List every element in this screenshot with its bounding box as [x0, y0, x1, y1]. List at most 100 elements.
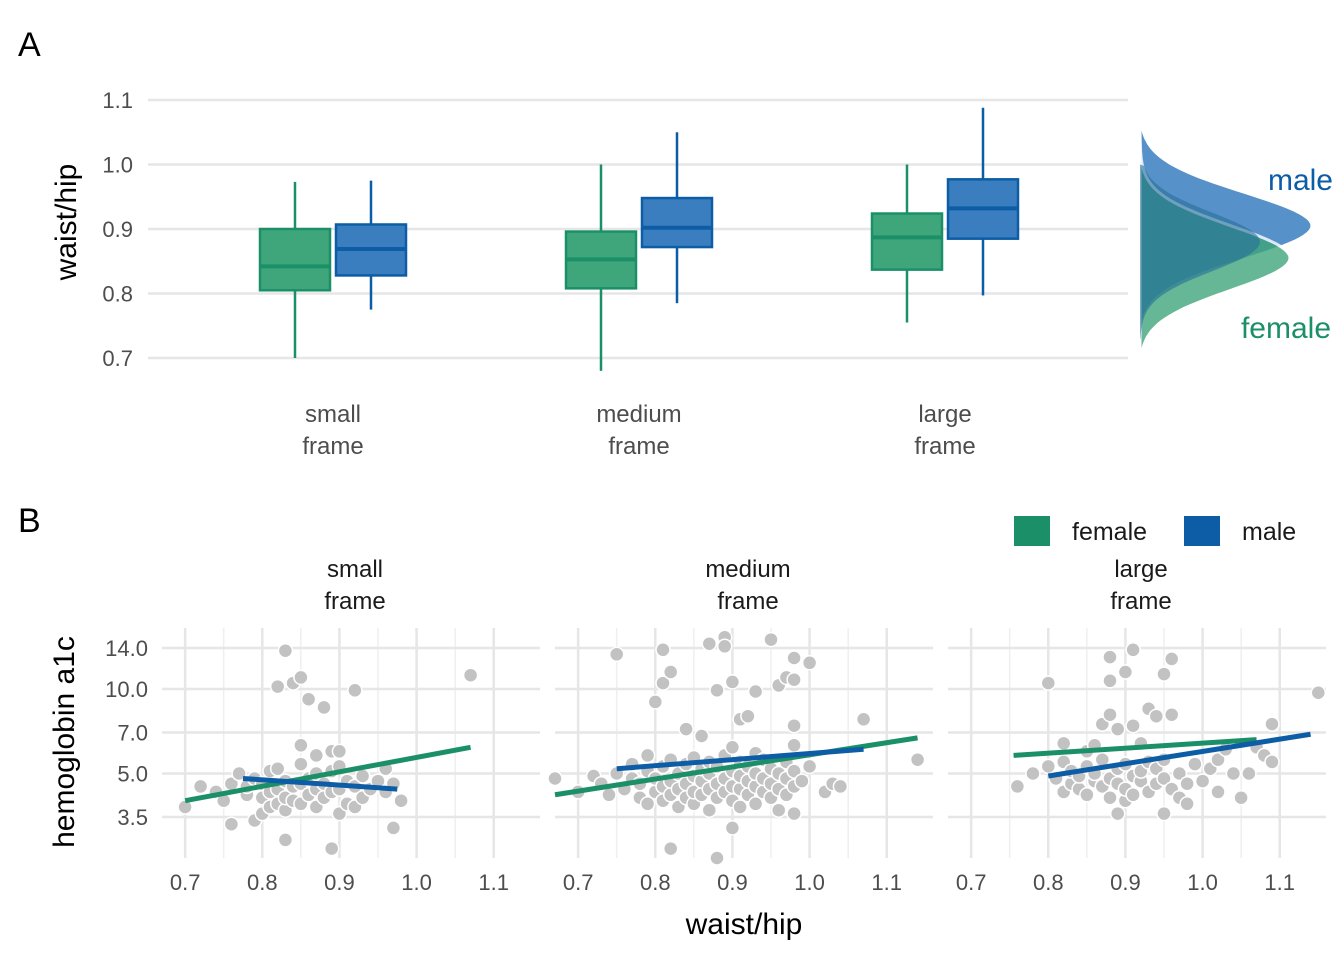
- data-point: [601, 787, 617, 803]
- data-point: [1156, 805, 1172, 822]
- x-tick-label-1.1: 1.1: [478, 870, 509, 895]
- data-point: [1210, 784, 1226, 800]
- data-point: [1109, 721, 1126, 737]
- fit-line-male: [1047, 731, 1311, 779]
- data-point: [855, 711, 872, 728]
- data-point: [1125, 717, 1141, 734]
- data-point: [786, 650, 802, 666]
- data-point: [655, 642, 671, 658]
- data-point: [1102, 706, 1118, 723]
- legend-label-male: male: [1242, 518, 1296, 546]
- data-point: [1156, 666, 1172, 682]
- data-point: [293, 756, 309, 772]
- data-point: [724, 674, 741, 690]
- y-tick-label-14.0: 14.0: [105, 636, 148, 661]
- data-point: [1264, 754, 1280, 770]
- data-point: [1187, 756, 1203, 772]
- y-tick-label-10.0: 10.0: [105, 677, 148, 702]
- data-point: [393, 792, 409, 809]
- facet-strip-label: small frame: [324, 556, 385, 615]
- y-tick-label-0.9: 0.9: [102, 217, 133, 242]
- data-point: [701, 802, 718, 818]
- panel-a: A 0.7 0.8 0.9 1.0 1.1 small frame medium frame l…: [18, 26, 1333, 460]
- data-point: [1040, 758, 1057, 775]
- data-point: [1125, 787, 1141, 803]
- box-female-0: [258, 181, 332, 358]
- density-overlap: [1140, 164, 1260, 339]
- data-point: [832, 778, 849, 795]
- data-point: [1194, 773, 1211, 789]
- data-point: [1163, 706, 1180, 723]
- data-point: [909, 751, 926, 768]
- panel-b-y-ticks: 3.5 5.0 7.0 10.0 14.0: [105, 636, 148, 830]
- data-point: [655, 675, 671, 691]
- data-point: [316, 699, 332, 716]
- x-tick-label-1: medium frame: [596, 401, 681, 460]
- data-point: [801, 655, 818, 671]
- data-point: [732, 799, 748, 815]
- data-point: [1148, 708, 1165, 724]
- data-point: [701, 635, 718, 652]
- y-tick-label-7.0: 7.0: [117, 721, 148, 746]
- x-tick-label-0.9: 0.9: [717, 870, 748, 895]
- data-point: [763, 631, 779, 648]
- fit-line-male: [242, 775, 398, 792]
- data-point: [1055, 735, 1072, 752]
- data-point: [639, 796, 656, 812]
- panel-b-label: B: [18, 502, 41, 540]
- data-point: [277, 642, 294, 659]
- data-point: [223, 816, 240, 832]
- facets: 0.7 0.8 0.9 1.0 1.1 small frame 0.7 0.8 0.9 1.0 1.1…: [162, 556, 1327, 895]
- data-point: [331, 743, 348, 760]
- data-point: [770, 802, 787, 818]
- x-tick-label-0.8: 0.8: [640, 870, 671, 895]
- panel-a-y-axis-title: waist/hip: [50, 164, 83, 282]
- legend-swatch-female: [1014, 516, 1050, 546]
- data-point: [740, 708, 756, 724]
- data-point: [1025, 765, 1041, 782]
- y-tick-label-1.1: 1.1: [102, 88, 133, 113]
- data-point: [794, 773, 810, 789]
- x-tick-label-0.8: 0.8: [247, 870, 278, 895]
- data-point: [277, 832, 294, 848]
- panel-a-boxes: [258, 107, 1020, 371]
- data-point: [647, 694, 664, 710]
- data-point: [662, 840, 679, 857]
- data-point: [801, 758, 818, 775]
- data-point: [1171, 765, 1188, 782]
- x-tick-label-0.8: 0.8: [1033, 870, 1064, 895]
- data-point: [293, 737, 309, 754]
- x-tick-label-1.0: 1.0: [794, 870, 825, 895]
- data-point: [639, 747, 656, 764]
- box-body: [640, 196, 714, 249]
- x-tick-label-2: large frame: [914, 401, 975, 460]
- data-point: [678, 721, 694, 737]
- data-point: [786, 717, 802, 734]
- data-point: [1102, 789, 1118, 806]
- data-point: [1079, 787, 1095, 803]
- panel-a-label: A: [18, 26, 41, 64]
- fit-line-female: [184, 744, 472, 804]
- data-point: [1117, 664, 1134, 680]
- data-point: [1310, 684, 1327, 701]
- x-tick-label-1.0: 1.0: [401, 870, 432, 895]
- box-female-1: [564, 164, 638, 371]
- data-point: [608, 646, 625, 663]
- data-point: [786, 763, 802, 779]
- x-tick-label-0.7: 0.7: [563, 870, 594, 895]
- x-tick-label-1.1: 1.1: [871, 870, 902, 895]
- density-label-female: female: [1241, 312, 1331, 345]
- data-point: [709, 682, 725, 699]
- x-tick-label-1.0: 1.0: [1187, 870, 1218, 895]
- y-tick-label-0.7: 0.7: [102, 346, 133, 371]
- box-female-2: [870, 164, 944, 323]
- data-point: [1210, 751, 1226, 768]
- data-point: [747, 683, 764, 700]
- x-tick-label-0.7: 0.7: [956, 870, 987, 895]
- data-point: [747, 796, 764, 812]
- panel-b-y-axis-title: hemoglobin a1c: [48, 636, 81, 848]
- data-point: [786, 737, 802, 754]
- y-tick-label-1.0: 1.0: [102, 153, 133, 178]
